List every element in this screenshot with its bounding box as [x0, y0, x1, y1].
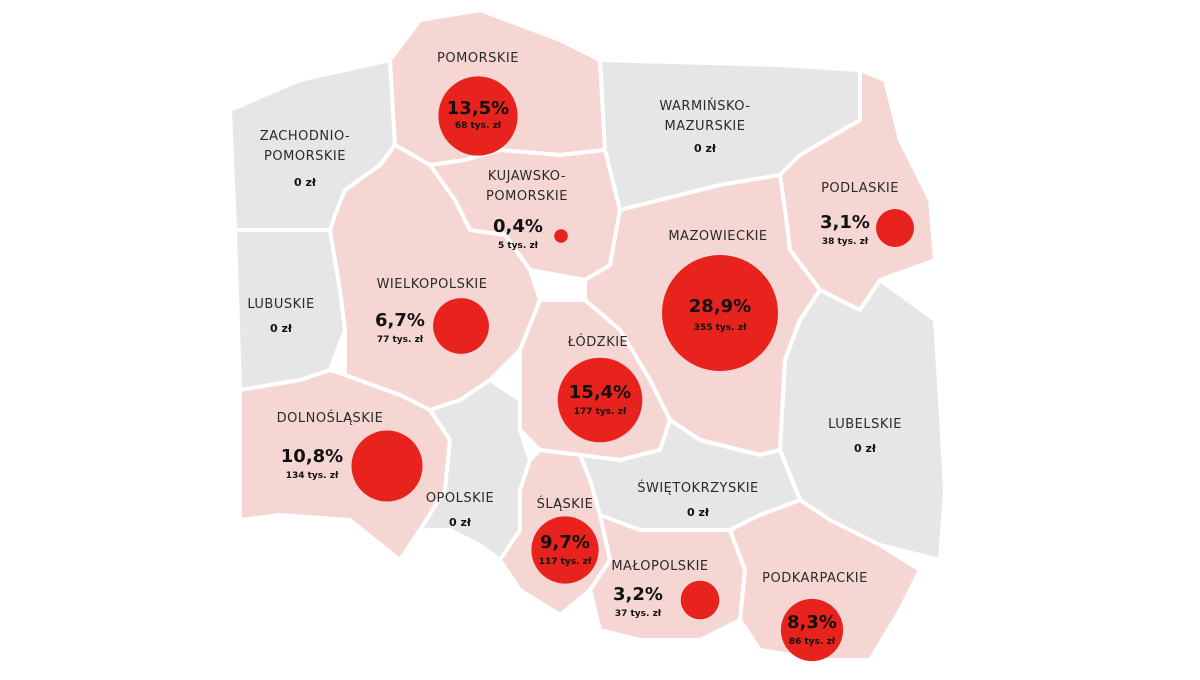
bubble-wielkopolskie [433, 298, 489, 354]
bubble-podlaskie [876, 209, 914, 247]
region-pct-podkarpackie: 8,3% [787, 612, 837, 633]
bubble-lodzkie [557, 357, 643, 443]
region-amount-lubuskie: 0 zł [270, 322, 293, 335]
labels-layer: POMORSKIE 13,5% 68 tys. zł WARMIŃSKO- MA… [247, 51, 902, 647]
region-amount-opolskie: 0 zł [449, 516, 472, 529]
region-name-lubuskie: LUBUSKIE [247, 297, 314, 312]
region-name-malopolskie: MAŁOPOLSKIE [611, 559, 708, 574]
bubble-pomorskie [438, 76, 518, 156]
region-amount-dolnoslaskie: 134 tys. zł [286, 471, 339, 481]
region-name2-zachodnio: POMORSKIE [264, 149, 346, 164]
bubble-mazowieckie [662, 255, 778, 371]
region-name-mazowieckie: MAZOWIECKIE [668, 229, 767, 244]
region-podkarpackie [728, 498, 922, 662]
region-malopolskie [588, 513, 747, 642]
region-amount-wielkopolskie: 77 tys. zł [377, 335, 424, 345]
region-amount-slaskie: 117 tys. zł [539, 557, 592, 567]
region-name-zachodnio: ZACHODNIO- [260, 129, 351, 144]
region-pct-slaskie: 9,7% [540, 532, 590, 553]
region-pct-wielkopolskie: 6,7% [375, 310, 425, 331]
region-name-kujawsko: KUJAWSKO- [488, 169, 566, 184]
region-name-opolskie: OPOLSKIE [426, 491, 494, 506]
region-amount-pomorskie: 68 tys. zł [455, 121, 502, 131]
region-amount-malopolskie: 37 tys. zł [615, 609, 662, 619]
region-name-lubelskie: LUBELSKIE [828, 417, 902, 432]
region-amount-mazowieckie: 355 tys. zł [694, 323, 747, 333]
region-name-podlaskie: PODLASKIE [821, 181, 899, 196]
regions-layer [228, 8, 947, 662]
region-amount-swietokrzyskie: 0 zł [687, 506, 710, 519]
region-name2-warminsko: MAZURSKIE [665, 119, 746, 134]
region-name-swietokrzyskie: ŚWIĘTOKRZYSKIE [637, 480, 759, 496]
region-amount-zachodnio: 0 zł [294, 176, 317, 189]
bubble-podkarpackie [780, 598, 844, 662]
region-amount-podlaskie: 38 tys. zł [822, 237, 869, 247]
region-amount-kujawsko: 5 tys. zł [498, 241, 539, 251]
region-pct-malopolskie: 3,2% [613, 584, 663, 605]
region-name-lodzkie: ŁÓDZKIE [567, 334, 629, 350]
region-amount-lubelskie: 0 zł [854, 442, 877, 455]
bubble-dolnoslaskie [351, 430, 423, 502]
bubble-slaskie [531, 516, 599, 584]
region-pct-mazowieckie: 28,9% [689, 296, 751, 317]
region-name-warminsko: WARMIŃSKO- [659, 98, 750, 114]
region-pct-lodzkie: 15,4% [569, 382, 631, 403]
region-amount-warminsko: 0 zł [694, 142, 717, 155]
region-name2-kujawsko: POMORSKIE [486, 189, 568, 204]
region-name-dolnoslaskie: DOLNOŚLĄSKIE [277, 410, 384, 426]
region-amount-podkarpackie: 86 tys. zł [789, 637, 836, 647]
region-amount-lodzkie: 177 tys. zł [574, 407, 627, 417]
region-pct-kujawsko: 0,4% [493, 216, 543, 237]
region-pct-pomorskie: 13,5% [447, 98, 509, 119]
region-pct-dolnoslaskie: 10,8% [281, 446, 343, 467]
region-name-podkarpackie: PODKARPACKIE [762, 571, 868, 586]
bubble-kujawsko-pomorskie [554, 229, 568, 243]
bubble-malopolskie [680, 580, 720, 620]
region-pct-podlaskie: 3,1% [820, 212, 870, 233]
region-name-wielkopolskie: WIELKOPOLSKIE [377, 277, 488, 292]
bubbles-layer [351, 76, 914, 662]
region-name-pomorskie: POMORSKIE [437, 51, 519, 66]
region-name-slaskie: ŚLĄSKIE [537, 496, 594, 512]
